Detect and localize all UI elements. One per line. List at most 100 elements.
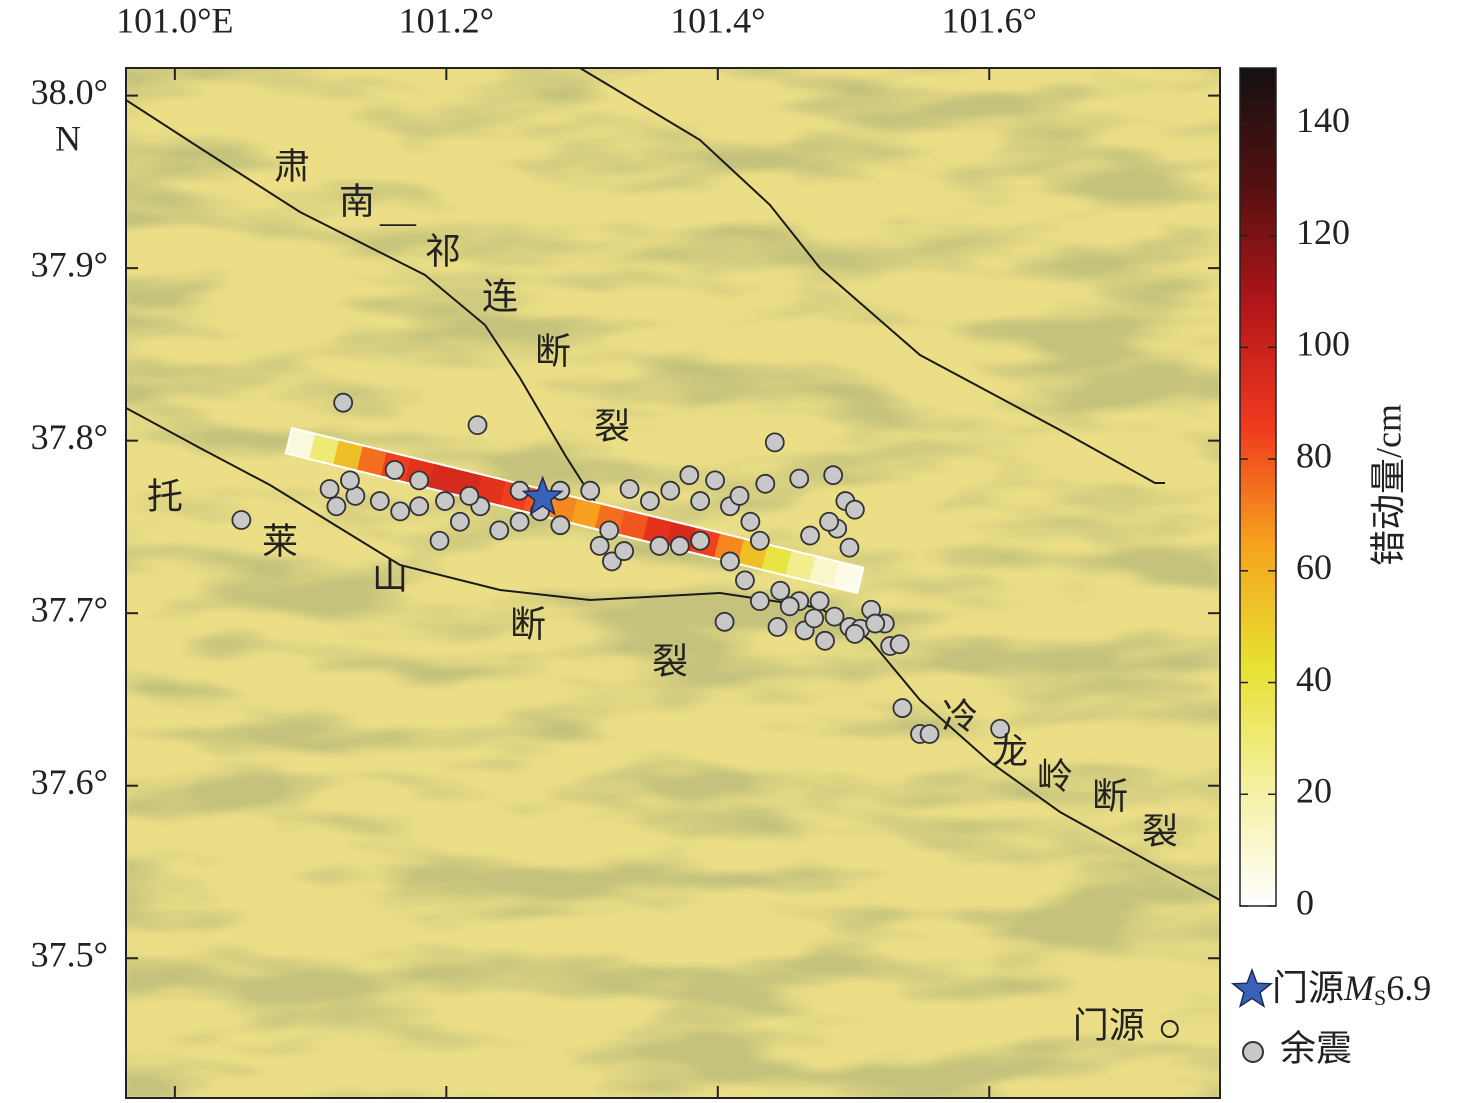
aftershock: [369, 491, 390, 511]
y-tick-label: 38.0°: [31, 72, 108, 112]
aftershock: [779, 596, 800, 617]
legend-text: M: [1343, 968, 1376, 1008]
aftershock: [839, 537, 860, 558]
y-tick-label: 37.8°: [31, 417, 108, 457]
aftershock: [749, 530, 770, 551]
aftershock: [580, 480, 601, 501]
colorbar-tick-label: 60: [1296, 547, 1332, 587]
colorbar-tick-label: 100: [1296, 324, 1350, 364]
aftershock: [589, 536, 610, 556]
aftershock: [467, 415, 488, 436]
aftershock: [815, 630, 835, 651]
x-tick-label: 101.0°E: [116, 0, 233, 40]
legend-text: 6.9: [1386, 968, 1431, 1008]
aftershock: [740, 511, 761, 532]
town-marker: [1160, 1019, 1179, 1038]
y-tick-label: 37.7°: [31, 589, 108, 629]
aftershock: [333, 392, 354, 413]
aftershock: [809, 591, 830, 612]
aftershock: [690, 491, 711, 511]
aftershock: [489, 520, 510, 541]
aftershock: [990, 718, 1011, 739]
aftershock: [435, 491, 455, 511]
colorbar-tick-label: 40: [1296, 659, 1332, 699]
aftershock: [429, 530, 450, 551]
aftershock: [509, 511, 530, 532]
aftershock: [800, 525, 820, 546]
aftershock: [865, 613, 886, 634]
aftershock: [459, 485, 480, 506]
aftershock: [767, 617, 788, 637]
town-label: 门源: [1073, 1005, 1145, 1045]
aftershock: [844, 623, 865, 644]
aftershock: [819, 511, 839, 532]
aftershock: [319, 479, 340, 499]
aftershock: [550, 515, 571, 536]
fault-line: [579, 68, 1165, 484]
legend-text: S: [1374, 985, 1386, 1010]
faults: [126, 68, 1220, 901]
aftershock: [409, 470, 430, 491]
aftershock: [649, 536, 670, 556]
colorbar-label: 错动量/cm: [1368, 404, 1408, 566]
aftershock: [614, 541, 635, 561]
aftershock: [755, 473, 776, 494]
mainshock: [521, 475, 564, 516]
aftershock: [690, 530, 711, 551]
aftershock: [892, 698, 913, 718]
aftershock: [764, 432, 785, 453]
aftershock: [409, 496, 430, 517]
fault-line: [126, 99, 601, 511]
aftershock: [714, 611, 735, 632]
map-frame: [125, 67, 1221, 1099]
colorbar-tick-label: 120: [1296, 212, 1350, 252]
legend-mainshock: 门源MS6.9: [1272, 968, 1431, 1010]
aftershocks: [231, 392, 1011, 744]
x-tick-label: 101.4°: [670, 0, 765, 40]
y-tick-label: 37.5°: [31, 935, 108, 975]
colorbar-tick-label: 140: [1296, 100, 1350, 140]
aftershock: [384, 460, 405, 480]
fault-line: [126, 407, 1220, 901]
y-tick-label: 37.9°: [31, 244, 108, 284]
aftershock: [679, 465, 700, 486]
aftershock: [823, 465, 844, 486]
aftershock: [720, 551, 740, 572]
aftershock: [844, 499, 865, 520]
legend: 门源MS6.9 余震: [1242, 968, 1431, 1068]
aftershock: [640, 491, 660, 511]
legend-mainshock-symbol: [1230, 967, 1274, 1008]
hemisphere-label: N: [55, 118, 81, 158]
aftershock: [729, 485, 750, 506]
y-tick-label: 37.6°: [31, 762, 108, 802]
legend-aftershock-symbol: [1242, 1041, 1264, 1063]
aftershock: [326, 496, 347, 517]
colorbar-tick-label: 20: [1296, 771, 1332, 811]
aftershock: [824, 606, 845, 627]
aftershock: [599, 520, 620, 541]
aftershock: [450, 511, 470, 532]
aftershock: [660, 480, 681, 501]
aftershock: [231, 510, 252, 530]
x-tick-label: 101.6°: [942, 0, 1037, 40]
legend-aftershock: 余震: [1280, 1028, 1352, 1068]
aftershock: [705, 470, 725, 491]
colorbar: [1239, 67, 1277, 907]
aftershock: [619, 479, 640, 499]
aftershock: [789, 468, 810, 489]
aftershock: [735, 570, 755, 591]
aftershock: [770, 580, 791, 601]
aftershock: [804, 608, 825, 629]
aftershock: [749, 591, 770, 612]
aftershock: [889, 634, 910, 655]
aftershock: [340, 470, 360, 491]
map-area: 肃南—祁连断裂 托莱山断裂 冷龙岭断裂 门源: [126, 68, 1220, 1098]
colorbar-tick-label: 0: [1296, 882, 1314, 922]
aftershock: [669, 536, 690, 556]
aftershock: [919, 724, 940, 744]
legend-text: 门源: [1272, 968, 1344, 1008]
x-tick-label: 101.2°: [399, 0, 494, 40]
colorbar-tick-label: 80: [1296, 435, 1332, 475]
terrain-relief: [126, 68, 1220, 1098]
